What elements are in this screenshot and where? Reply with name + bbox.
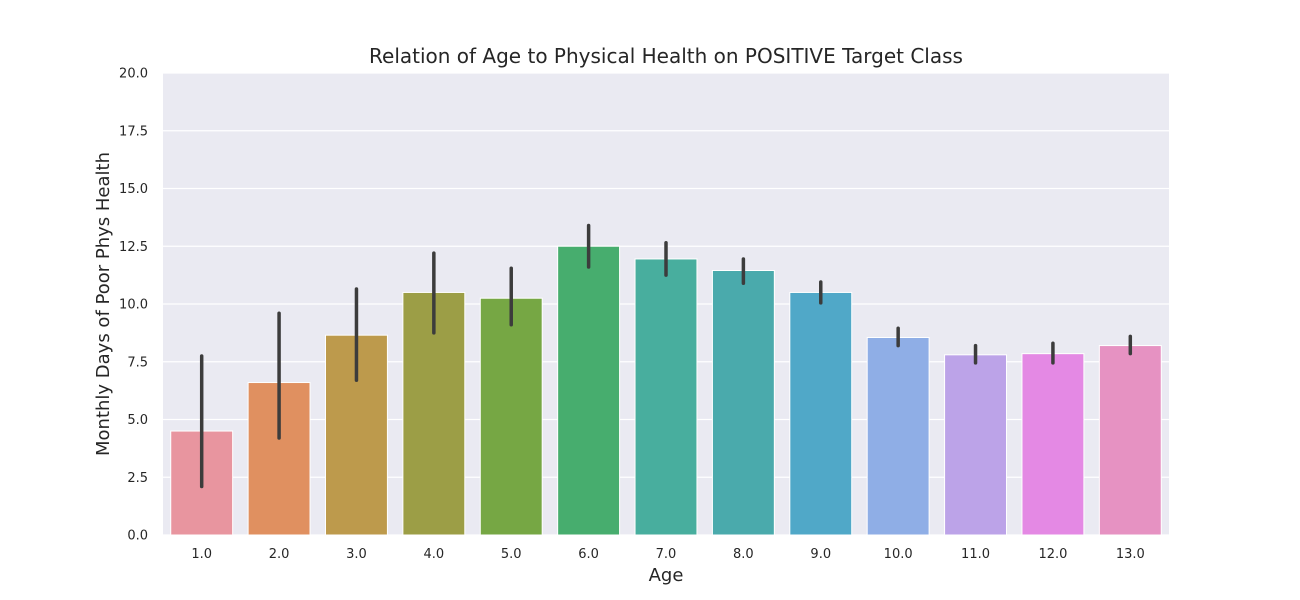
x-tick-label: 11.0: [961, 547, 990, 562]
x-tick-label: 3.0: [346, 547, 367, 562]
x-tick-label: 8.0: [733, 547, 754, 562]
x-tick-label: 5.0: [501, 547, 522, 562]
bar-7.0: [634, 258, 698, 536]
y-tick-label: 20.0: [119, 67, 148, 82]
y-tick-label: 5.0: [127, 413, 148, 428]
bars: [170, 245, 1162, 536]
x-tick-label: 13.0: [1116, 547, 1145, 562]
x-tick-label: 9.0: [810, 547, 831, 562]
x-tick-label: 7.0: [656, 547, 677, 562]
y-axis-label: Monthly Days of Poor Phys Health: [93, 152, 114, 456]
bar-5.0: [479, 297, 543, 536]
x-tick-label: 1.0: [191, 547, 212, 562]
x-tick-labels: 1.0 2.0 3.0 4.0 5.0 6.0 7.0 8.0 9.0 10.0 11.0 12.0 1…: [191, 547, 1144, 562]
bar-8.0: [711, 270, 775, 536]
y-tick-label: 12.5: [119, 240, 148, 255]
bar-10.0: [866, 336, 930, 536]
x-tick-label: 10.0: [884, 547, 913, 562]
x-tick-label: 12.0: [1038, 547, 1067, 562]
y-tick-label: 10.0: [119, 298, 148, 313]
error-bars: [199, 223, 1133, 489]
bar-11.0: [944, 354, 1007, 536]
y-tick-label: 7.5: [127, 355, 148, 370]
y-tick-label: 17.5: [119, 124, 148, 139]
y-tick-label: 2.5: [127, 471, 148, 486]
y-tick-label: 15.0: [119, 182, 148, 197]
x-tick-label: 4.0: [424, 547, 445, 562]
y-tick-label: 0.0: [127, 529, 148, 544]
x-tick-label: 6.0: [578, 547, 599, 562]
bar-6.0: [557, 245, 621, 536]
chart-title: Relation of Age to Physical Health on PO…: [369, 44, 963, 68]
x-axis-label: Age: [649, 565, 684, 586]
bar-9.0: [789, 291, 853, 536]
y-tick-labels: 0.0 2.5 5.0 7.5 10.0 12.5 15.0 17.5 20.0: [119, 67, 148, 544]
x-tick-label: 2.0: [269, 547, 290, 562]
bar-12.0: [1021, 353, 1085, 536]
bar-13.0: [1098, 345, 1162, 536]
